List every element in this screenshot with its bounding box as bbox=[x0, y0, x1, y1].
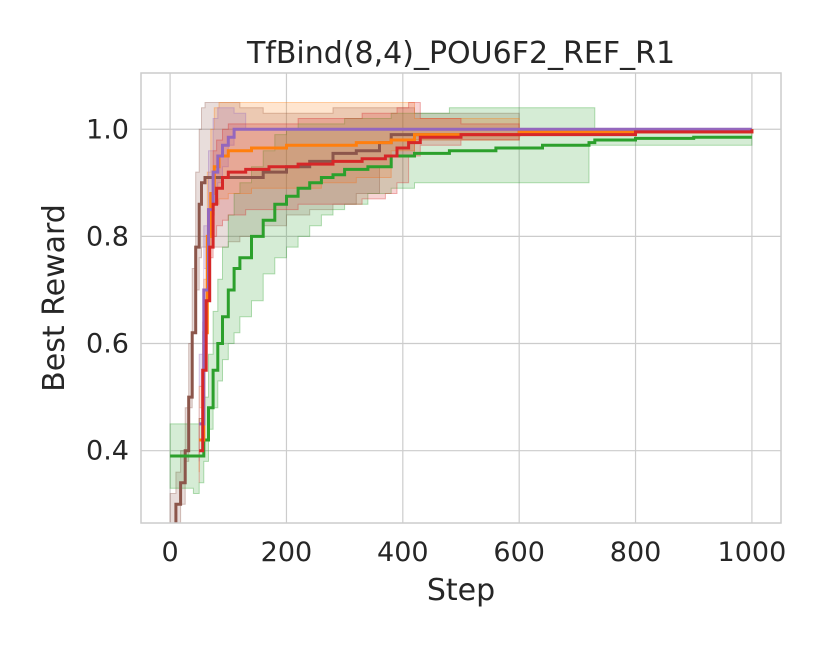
x-tick-labels: 0 200 400 600 800 1000 bbox=[161, 537, 786, 568]
x-tick-label: 0 bbox=[161, 537, 178, 568]
x-axis-label: Step bbox=[427, 573, 495, 608]
y-tick-label: 0.4 bbox=[86, 436, 129, 467]
series-lines bbox=[170, 127, 754, 523]
plot-frame bbox=[140, 72, 782, 524]
x-tick-label: 800 bbox=[610, 537, 662, 568]
y-tick-label: 0.8 bbox=[86, 221, 129, 252]
x-tick-label: 1000 bbox=[718, 537, 787, 568]
series-line-4 bbox=[199, 129, 754, 453]
y-tick-labels: 0.4 0.6 0.8 1.0 bbox=[86, 114, 129, 466]
x-tick-label: 200 bbox=[261, 537, 313, 568]
confidence-bands bbox=[169, 102, 753, 523]
y-tick-label: 0.6 bbox=[86, 329, 129, 360]
series-band-1 bbox=[169, 107, 753, 494]
series-line-1 bbox=[170, 135, 752, 458]
x-tick-label: 400 bbox=[377, 537, 429, 568]
chart-title: TfBind(8,4)_POU6F2_REF_R1 bbox=[246, 36, 675, 71]
y-tick-label: 1.0 bbox=[86, 114, 129, 145]
y-axis-label: Best Reward bbox=[37, 204, 72, 392]
x-tick-label: 600 bbox=[493, 537, 545, 568]
